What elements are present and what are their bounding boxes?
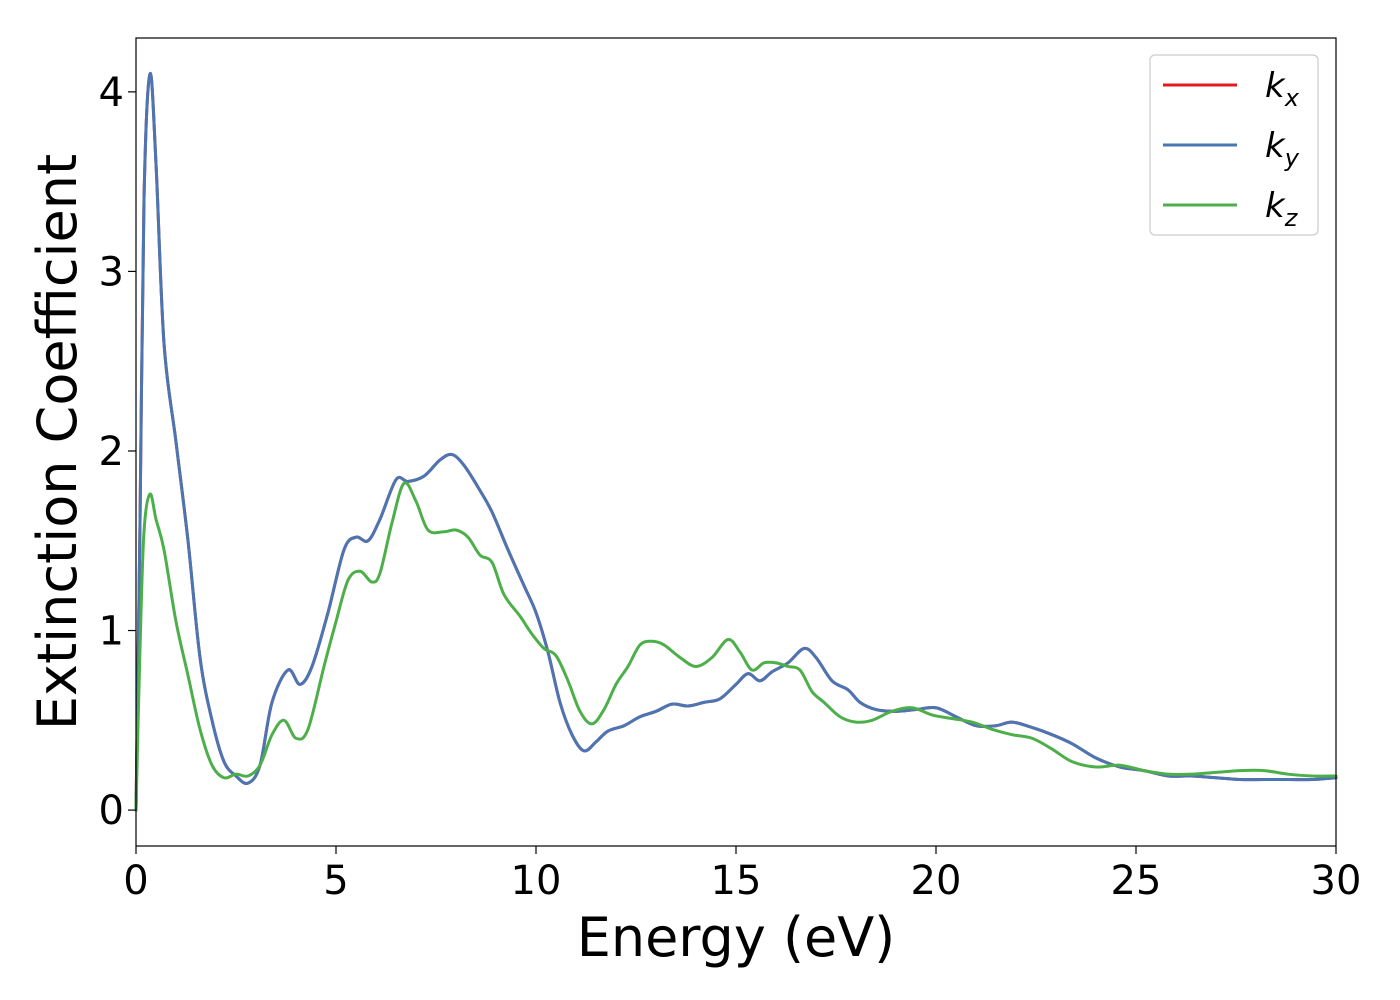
y-tick-label: 3	[99, 249, 124, 295]
x-tick-label: 5	[323, 858, 348, 904]
y-tick-label: 4	[99, 70, 124, 116]
y-tick-label: 0	[99, 788, 124, 834]
legend-label-y: ky	[1265, 126, 1300, 172]
y-tick-label: 2	[99, 429, 124, 475]
legend-label-z: kz	[1265, 186, 1299, 232]
legend: kx ky kz	[1149, 54, 1319, 236]
x-axis-label: Energy (eV)	[577, 906, 896, 969]
y-axis-label: Extinction Coefficient	[26, 154, 89, 730]
y-axis-ticks: 0 1 2 3 4	[99, 70, 136, 834]
y-tick-label: 1	[99, 609, 124, 655]
x-tick-label: 20	[911, 858, 962, 904]
x-axis-ticks: 0 5 10 15 20 25 30	[123, 846, 1361, 904]
x-tick-label: 15	[711, 858, 762, 904]
series-line-y	[134, 72, 1338, 812]
x-tick-label: 10	[511, 858, 562, 904]
x-tick-label: 0	[123, 858, 148, 904]
series-layer	[134, 72, 1338, 812]
legend-label-x: kx	[1265, 66, 1300, 112]
x-tick-label: 25	[1111, 858, 1162, 904]
x-tick-label: 30	[1311, 858, 1362, 904]
series-line-z	[134, 481, 1338, 812]
